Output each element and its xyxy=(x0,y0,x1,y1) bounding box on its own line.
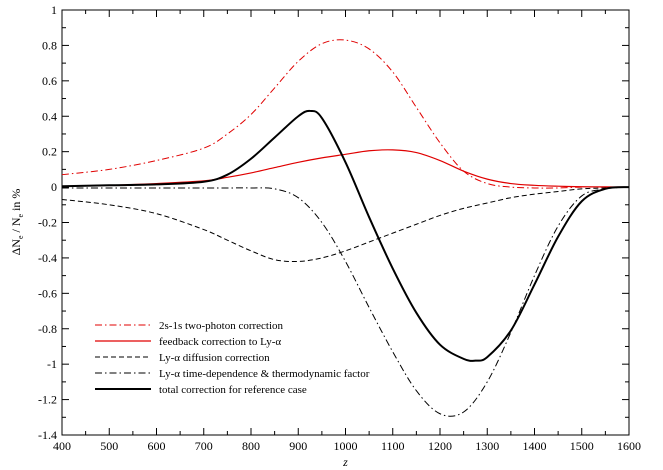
x-tick-label: 1400 xyxy=(523,439,547,453)
y-label-unit: in % xyxy=(9,189,23,214)
legend-label-total-correction-for-reference-case: total correction for reference case xyxy=(159,384,307,396)
y-label-sub-1: e xyxy=(16,235,25,239)
y-tick-label: -1.2 xyxy=(38,393,57,407)
y-tick-label: 0 xyxy=(51,180,57,194)
x-axis-label: z xyxy=(342,455,348,469)
series-line-ly-diffusion-correction xyxy=(61,186,630,263)
x-tick-label: 700 xyxy=(195,439,213,453)
x-tick-label: 1500 xyxy=(570,439,594,453)
y-tick-label: 0.4 xyxy=(42,109,57,123)
y-axis-label: ΔNe / Ne in % xyxy=(9,189,25,256)
y-tick-label: -1.4 xyxy=(38,428,57,442)
series-line-2s-1s-two-photon-correction xyxy=(61,39,629,189)
y-tick-label: 0.2 xyxy=(42,145,57,159)
plot-area xyxy=(61,9,630,436)
y-label-sub-2: e xyxy=(16,213,25,217)
y-tick-label: -0.2 xyxy=(38,216,57,230)
x-tick-label: 500 xyxy=(100,439,118,453)
x-tick-label: 1200 xyxy=(428,439,452,453)
legend-label-2s-1s-two-photon-correction: 2s-1s two-photon correction xyxy=(159,320,284,332)
legend-label-ly-time-dependence-thermodynamic-factor: Ly-α time-dependence & thermodynamic fac… xyxy=(159,368,370,380)
x-tick-label: 1000 xyxy=(334,439,358,453)
y-tick-label: -0.4 xyxy=(38,251,57,265)
x-tick-label: 900 xyxy=(289,439,307,453)
x-tick-label: 1600 xyxy=(617,439,641,453)
y-tick-label: 1 xyxy=(51,3,57,17)
y-label-slash: / N xyxy=(9,217,23,235)
x-tick-label: 600 xyxy=(148,439,166,453)
x-tick-label: 400 xyxy=(53,439,71,453)
y-tick-label: 0.8 xyxy=(42,38,57,52)
series-layer xyxy=(61,39,630,417)
series-line-ly-time-dependence-thermodynamic-factor xyxy=(61,186,630,417)
x-tick-label: 1100 xyxy=(381,439,405,453)
x-tick-label: 1300 xyxy=(475,439,499,453)
y-label-delta: ΔN xyxy=(9,239,23,256)
series-line-total-correction-for-reference-case xyxy=(61,109,630,362)
x-tick-label: 800 xyxy=(242,439,260,453)
legend-label-feedback-correction-to-ly: feedback correction to Ly-α xyxy=(159,336,281,348)
legend: 2s-1s two-photon correction feedback corr… xyxy=(95,320,370,396)
y-tick-label: -0.8 xyxy=(38,322,57,336)
legend-label-ly-diffusion-correction: Ly-α diffusion correction xyxy=(159,352,270,364)
y-tick-label: -1 xyxy=(47,357,57,371)
y-tick-label: -0.6 xyxy=(38,286,57,300)
y-tick-label: 0.6 xyxy=(42,74,57,88)
tick-labels: 400 500 600 700 800 900 1000 1100 1200 1300 1400 15… xyxy=(38,3,641,453)
